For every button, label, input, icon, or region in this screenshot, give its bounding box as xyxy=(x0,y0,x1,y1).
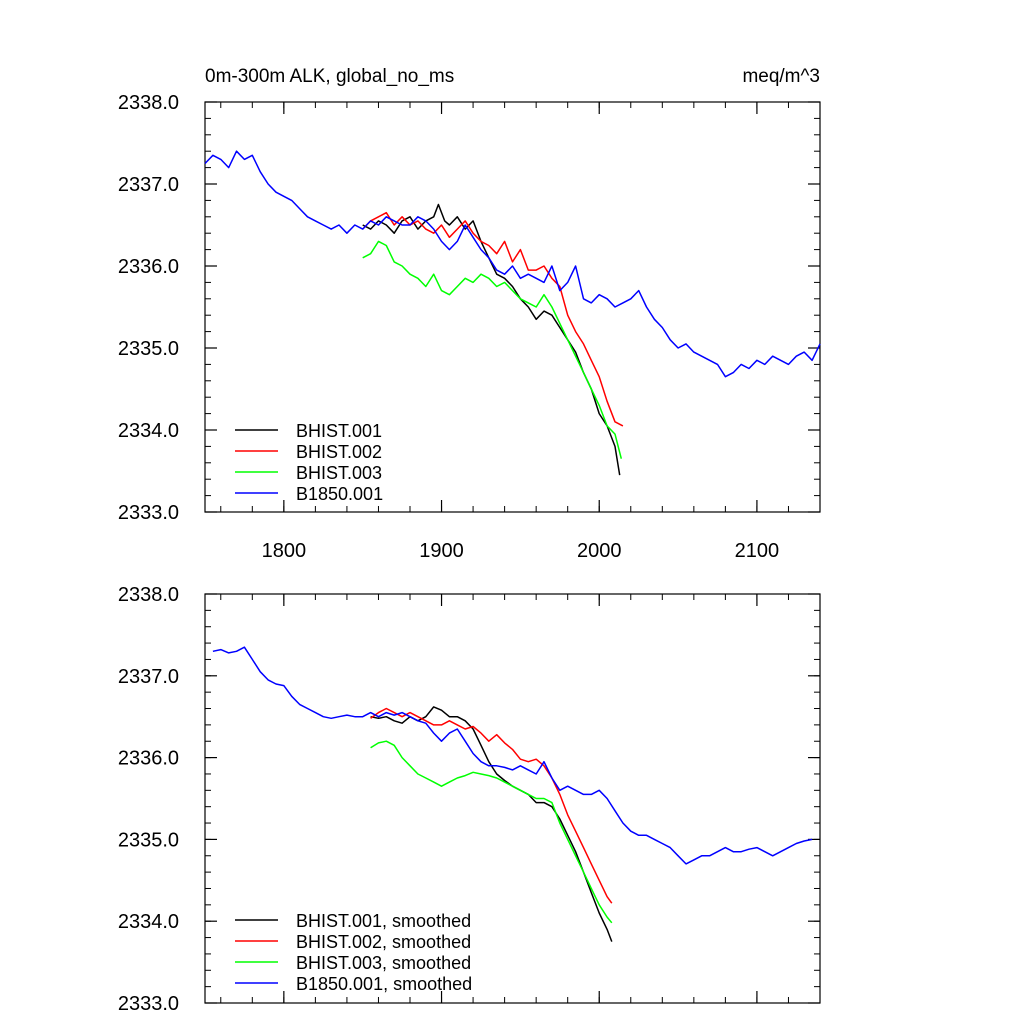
y-tick-label: 2335.0 xyxy=(118,829,179,851)
series-line-1 xyxy=(370,706,613,942)
series-line-3 xyxy=(362,240,623,459)
chart-title: 0m-300m ALK, global_no_ms xyxy=(205,66,454,87)
x-tick-label: 2100 xyxy=(735,540,780,562)
series-line-2 xyxy=(370,707,613,904)
y-tick-label: 2333.0 xyxy=(118,502,179,524)
y-tick-label: 2334.0 xyxy=(118,911,179,933)
legend-label: B1850.001 xyxy=(296,484,383,504)
y-tick-label: 2337.0 xyxy=(118,174,179,196)
series-line-2 xyxy=(362,211,624,427)
x-tick-label: 1800 xyxy=(262,540,307,562)
x-tick-label: 1900 xyxy=(419,540,464,562)
legend-label: BHIST.003 xyxy=(296,463,382,483)
y-tick-label: 2337.0 xyxy=(118,666,179,688)
series-line-4 xyxy=(204,150,821,378)
panel-bottom: 2333.0 2334.0 2335.0 2336.0 2337.0 2338.0 BHIS… xyxy=(118,584,821,1015)
y-tick-label: 2338.0 xyxy=(118,584,179,606)
legend-label: BHIST.001, smoothed xyxy=(296,911,471,931)
plot-frame xyxy=(204,593,821,1004)
legend-label: BHIST.001 xyxy=(296,421,382,441)
series-line-3 xyxy=(370,740,613,924)
legend-label: BHIST.002, smoothed xyxy=(296,932,471,952)
y-tick-label: 2335.0 xyxy=(118,338,179,360)
panel-top: 2333.0 2334.0 2335.0 2336.0 2337.0 2338.0 1800… xyxy=(118,92,821,562)
y-tick-label: 2338.0 xyxy=(118,92,179,114)
y-tick-label: 2334.0 xyxy=(118,420,179,442)
y-tick-label: 2336.0 xyxy=(118,256,179,278)
series-line-4 xyxy=(212,646,813,865)
legend-label: B1850.001, smoothed xyxy=(296,974,472,994)
chart-units: meq/m^3 xyxy=(742,66,820,87)
legend-label: BHIST.003, smoothed xyxy=(296,953,471,973)
y-tick-label: 2336.0 xyxy=(118,748,179,770)
legend-label: BHIST.002 xyxy=(296,442,382,462)
y-tick-label: 2333.0 xyxy=(118,993,179,1015)
x-tick-label: 2000 xyxy=(577,540,622,562)
plot-frame xyxy=(204,101,821,513)
